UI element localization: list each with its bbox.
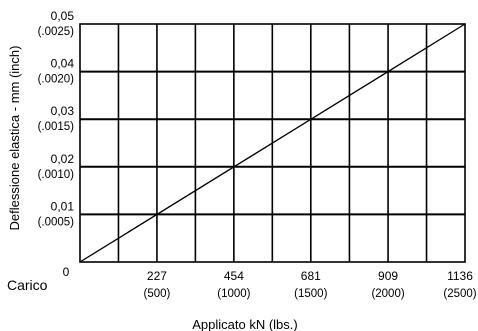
y-tick-sublabel: (.0005)	[38, 216, 75, 228]
series-layer	[79, 23, 466, 263]
y-axis-title: Deflessione elastica - mm (inch)	[7, 46, 22, 231]
y-tick-labels: 0,01 (.0005) 0,02 (.0010) 0,03 (.0015) 0,04 (.0…	[38, 9, 75, 228]
x-tick-label: 0	[63, 265, 70, 279]
x-tick-label: 681	[301, 269, 321, 283]
x-tick-label: 227	[147, 269, 167, 283]
x-prefix-label: Carico	[7, 277, 48, 293]
deflection-line	[79, 23, 466, 263]
x-tick-sublabel: (1500)	[294, 288, 327, 300]
y-tick-label: 0,03	[51, 104, 75, 118]
y-tick-label: 0,01	[51, 199, 75, 213]
x-tick-labels: 0 227 (500) 454 (1000) 681 (1500) 909 (2000) 1136…	[63, 265, 477, 300]
y-tick-label: 0,02	[51, 152, 75, 166]
y-tick-sublabel: (.0015)	[38, 121, 75, 133]
y-tick-sublabel: (.0020)	[38, 74, 75, 86]
x-tick-sublabel: (500)	[144, 288, 171, 300]
x-tick-sublabel: (1000)	[217, 288, 250, 300]
y-tick-label: 0,04	[51, 57, 75, 71]
x-axis-title: Applicato kN (lbs.)	[192, 317, 297, 331]
x-tick-label: 1136	[447, 269, 473, 283]
x-tick-sublabel: (2000)	[371, 288, 404, 300]
x-tick-label: 909	[378, 269, 398, 283]
y-tick-sublabel: (.0025)	[38, 26, 75, 38]
plot-border	[79, 23, 466, 263]
plot-frame	[79, 23, 466, 263]
grid	[80, 24, 465, 262]
x-tick-label: 454	[224, 269, 244, 283]
x-tick-sublabel: (2500)	[443, 288, 476, 300]
y-tick-label: 0,05	[51, 9, 75, 23]
y-tick-sublabel: (.0010)	[38, 169, 75, 181]
